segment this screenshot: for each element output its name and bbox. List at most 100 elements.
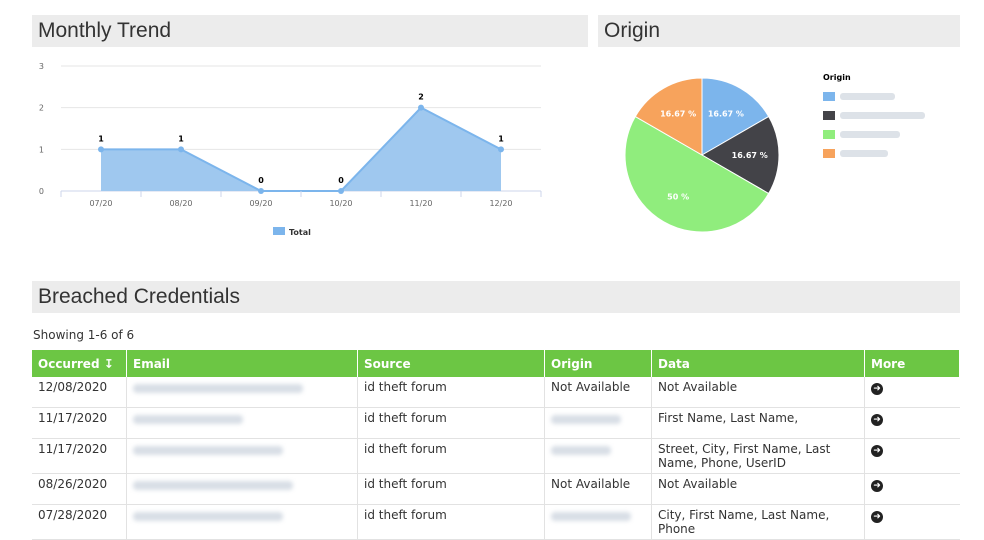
arrow-right-icon[interactable]: ➜ <box>871 480 883 492</box>
data-cell: First Name, Last Name, <box>651 407 865 439</box>
source-cell: id theft forum <box>357 407 545 439</box>
breached-credentials-title: Breached Credentials <box>38 285 240 308</box>
legend-swatch <box>823 149 835 158</box>
legend-swatch <box>823 130 835 139</box>
occurred-cell: 11/17/2020 <box>32 407 127 439</box>
data-label: 2 <box>418 93 424 102</box>
data-label: 1 <box>98 134 104 143</box>
redacted-email <box>133 446 283 455</box>
x-tick-label: 09/20 <box>249 199 272 208</box>
redacted-origin <box>551 446 611 455</box>
email-cell <box>126 504 358 540</box>
pie-slice-label: 50 % <box>667 192 689 201</box>
pie-slice-label: 16.67 % <box>660 110 696 119</box>
occurred-cell: 11/17/2020 <box>32 438 127 474</box>
more-cell: ➜ <box>864 407 960 439</box>
origin-pie-chart: 16.67 % 16.67 % 50 % 16.67 % Origin <box>624 73 925 233</box>
column-email[interactable]: Email <box>126 350 358 377</box>
more-cell: ➜ <box>864 377 960 408</box>
origin-cell <box>544 438 652 474</box>
table-header-row: Occurred ↧ Email Source Origin Data More <box>32 350 960 377</box>
column-data[interactable]: Data <box>651 350 865 377</box>
email-cell <box>126 377 358 408</box>
data-label: 1 <box>498 134 504 143</box>
data-cell: Not Available <box>651 377 865 408</box>
email-cell <box>126 438 358 474</box>
series-area <box>101 107 501 191</box>
redacted-email <box>133 481 293 490</box>
results-count: Showing 1-6 of 6 <box>33 328 135 342</box>
table-row[interactable]: 07/28/2020 id theft forum City, First Name… <box>32 504 960 540</box>
data-point <box>98 146 104 153</box>
table-row[interactable]: 11/17/2020 id theft forum First Name, Last… <box>32 407 960 439</box>
data-cell: Street, City, First Name, Last Name, Pho… <box>651 438 865 474</box>
source-cell: id theft forum <box>357 438 545 474</box>
data-point <box>498 146 504 153</box>
monthly-trend-header: Monthly Trend <box>32 15 588 47</box>
data-point <box>258 188 264 194</box>
email-cell <box>126 407 358 439</box>
monthly-trend-title: Monthly Trend <box>38 19 172 42</box>
column-origin[interactable]: Origin <box>544 350 652 377</box>
more-cell: ➜ <box>864 504 960 540</box>
data-point <box>418 104 424 111</box>
occurred-cell: 07/28/2020 <box>32 504 127 540</box>
pie-slice <box>701 115 780 195</box>
arrow-right-icon[interactable]: ➜ <box>871 383 883 395</box>
origin-cell: Not Available <box>544 473 652 505</box>
sort-icon[interactable]: ↧ <box>103 356 114 371</box>
occurred-cell: 08/26/2020 <box>32 473 127 505</box>
redacted-email <box>133 384 303 393</box>
origin-cell <box>544 504 652 540</box>
redacted-origin <box>551 415 621 424</box>
x-tick-label: 11/20 <box>409 199 432 208</box>
more-cell: ➜ <box>864 438 960 474</box>
data-cell: City, First Name, Last Name, Phone <box>651 504 865 540</box>
data-point <box>338 188 344 194</box>
y-tick-label: 1 <box>39 145 44 154</box>
table-row[interactable]: 11/17/2020 id theft forum Street, City, Fi… <box>32 438 960 474</box>
occurred-cell: 12/08/2020 <box>32 377 127 408</box>
pie-slice <box>624 115 770 233</box>
monthly-trend-chart: 0 1 2 3 1 1 0 0 2 1 07/20 08/20 09/20 10/20 11/20 12/20… <box>39 62 542 237</box>
table-row[interactable]: 12/08/2020 id theft forum Not Available Not… <box>32 377 960 408</box>
pie-slice <box>634 77 703 156</box>
breached-credentials-header: Breached Credentials <box>32 281 960 313</box>
source-cell: id theft forum <box>357 377 545 408</box>
arrow-right-icon[interactable]: ➜ <box>871 511 883 523</box>
redacted-origin <box>551 512 631 521</box>
y-tick-label: 0 <box>39 187 44 196</box>
arrow-right-icon[interactable]: ➜ <box>871 414 883 426</box>
origin-cell: Not Available <box>544 377 652 408</box>
data-cell: Not Available <box>651 473 865 505</box>
x-tick-label: 08/20 <box>169 199 192 208</box>
redacted-legend-label <box>840 131 900 138</box>
legend-label: Total <box>289 228 311 237</box>
redacted-legend-label <box>840 112 925 119</box>
arrow-right-icon[interactable]: ➜ <box>871 445 883 457</box>
pie-slice <box>701 77 770 156</box>
pie-slice-label: 16.67 % <box>708 110 744 119</box>
column-occurred[interactable]: Occurred ↧ <box>32 350 127 377</box>
data-label: 0 <box>258 176 264 185</box>
legend-title: Origin <box>823 73 851 82</box>
redacted-email <box>133 415 243 424</box>
legend-swatch <box>823 92 835 101</box>
origin-title: Origin <box>604 19 661 42</box>
column-more: More <box>864 350 960 377</box>
data-point <box>178 146 184 153</box>
redacted-legend-label <box>840 93 895 100</box>
redacted-email <box>133 512 283 521</box>
x-tick-label: 12/20 <box>489 199 512 208</box>
table-row[interactable]: 08/26/2020 id theft forum Not Available Not… <box>32 473 960 505</box>
column-source[interactable]: Source <box>357 350 545 377</box>
y-tick-label: 2 <box>39 104 44 113</box>
more-cell: ➜ <box>864 473 960 505</box>
redacted-legend-label <box>840 150 888 157</box>
source-cell: id theft forum <box>357 473 545 505</box>
y-tick-label: 3 <box>39 62 44 71</box>
legend-swatch <box>273 227 285 235</box>
data-label: 0 <box>338 176 344 185</box>
source-cell: id theft forum <box>357 504 545 540</box>
data-label: 1 <box>178 134 184 143</box>
